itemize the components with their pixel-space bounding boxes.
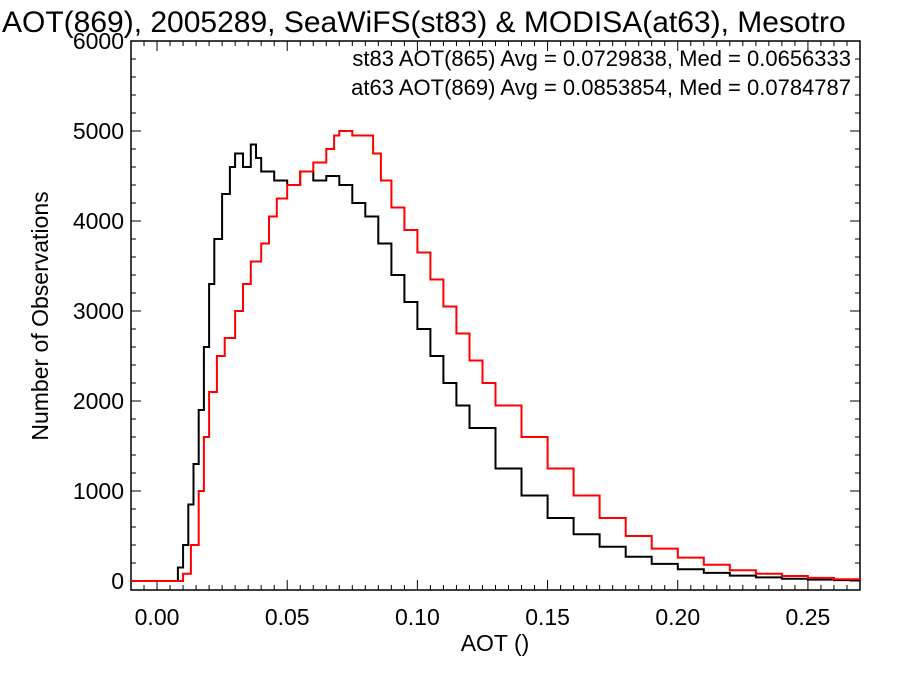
y-tick-label: 6000 (73, 28, 124, 54)
series-line-at63 (131, 130, 861, 582)
x-tick-label: 0.10 (395, 604, 440, 630)
series-stats-st83: st83 AOT(865) Avg = 0.0729838, Med = 0.0… (352, 46, 851, 71)
y-tick-label: 2000 (73, 388, 124, 414)
x-tick-label: 0.20 (655, 604, 700, 630)
y-tick-label: 5000 (73, 118, 124, 144)
x-tick-label: 0.00 (135, 604, 180, 630)
x-tick-label: 0.25 (786, 604, 831, 630)
chart-title: AOT(869), 2005289, SeaWiFS(st83) & MODIS… (2, 6, 846, 39)
x-tick-label: 0.05 (265, 604, 310, 630)
series-line-st83 (131, 143, 861, 582)
y-axis: 0 1000 2000 3000 4000 5000 6000 (73, 28, 860, 594)
y-tick-label: 1000 (73, 478, 124, 504)
y-tick-label: 0 (111, 568, 124, 594)
series-stats-at63: at63 AOT(869) Avg = 0.0853854, Med = 0.0… (351, 75, 851, 100)
x-axis-label: AOT () (461, 630, 530, 656)
plot-frame (130, 40, 861, 591)
series-layer (131, 130, 861, 582)
x-axis: 0.00 0.05 0.10 0.15 0.20 0.25 (130, 41, 861, 630)
y-axis-label: Number of Observations (27, 191, 53, 440)
x-tick-label: 0.15 (525, 604, 570, 630)
y-tick-label: 4000 (73, 208, 124, 234)
y-tick-label: 3000 (73, 298, 124, 324)
